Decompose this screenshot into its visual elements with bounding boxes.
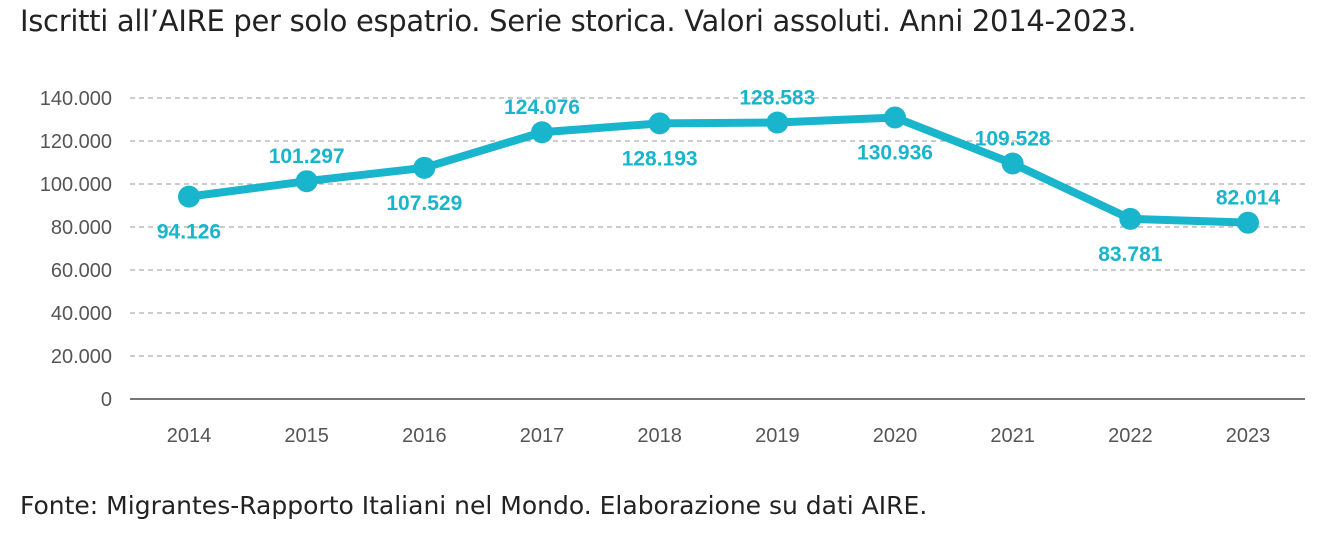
x-tick-label: 2021: [990, 425, 1035, 447]
data-label: 128.583: [739, 87, 815, 110]
data-point: [1001, 152, 1024, 175]
data-point: [1237, 211, 1259, 234]
data-point: [648, 112, 671, 135]
y-tick-label: 20.000: [51, 346, 112, 368]
data-point: [1119, 207, 1142, 230]
x-tick-label: 2023: [1226, 425, 1271, 447]
x-tick-label: 2017: [520, 425, 565, 447]
data-label: 82.014: [1216, 187, 1281, 210]
y-tick-label: 100.000: [40, 174, 112, 196]
data-label: 109.528: [975, 128, 1051, 151]
x-tick-label: 2016: [402, 425, 447, 447]
data-point: [884, 106, 906, 129]
series-line: [188, 113, 1249, 227]
chart-source: Fonte: Migrantes-Rapporto Italiani nel M…: [20, 491, 928, 520]
data-label: 124.076: [504, 96, 580, 119]
x-tick-label: 2015: [284, 425, 329, 447]
x-tick-label: 2022: [1108, 425, 1153, 447]
y-tick-label: 0: [101, 389, 112, 411]
x-tick-label: 2014: [167, 425, 212, 447]
data-point: [295, 170, 318, 193]
data-label: 128.193: [622, 147, 698, 170]
data-label: 83.781: [1098, 243, 1163, 266]
data-point: [178, 185, 200, 208]
y-tick-label: 140.000: [40, 88, 112, 110]
data-point: [766, 111, 789, 134]
data-label: 94.126: [157, 221, 221, 244]
y-tick-label: 40.000: [51, 303, 112, 325]
x-tick-label: 2020: [873, 425, 918, 447]
data-label: 107.529: [386, 192, 462, 215]
data-point: [531, 121, 553, 144]
x-tick-label: 2019: [755, 425, 800, 447]
y-tick-label: 60.000: [51, 260, 112, 282]
x-tick-label: 2018: [637, 425, 682, 447]
data-point: [413, 156, 436, 179]
y-tick-label: 80.000: [51, 217, 112, 239]
data-label: 101.297: [269, 145, 345, 168]
chart-title: Iscritti all’AIRE per solo espatrio. Ser…: [20, 4, 1137, 38]
y-tick-label: 120.000: [40, 131, 112, 153]
data-label: 130.936: [857, 141, 933, 164]
